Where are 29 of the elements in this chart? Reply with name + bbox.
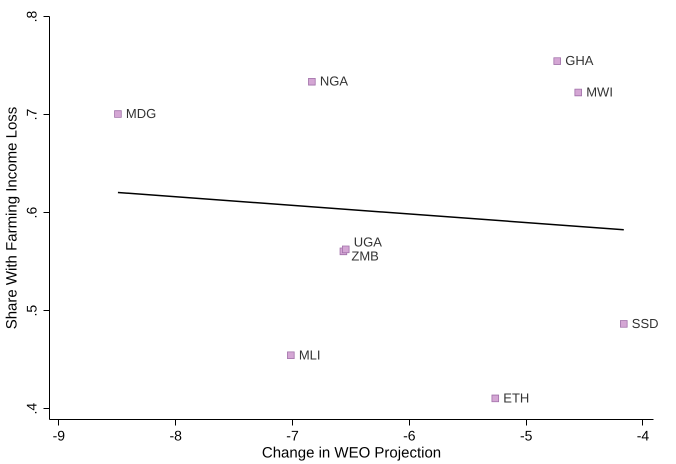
annotation: MLI: [298, 347, 321, 362]
point: [308, 78, 316, 86]
annotation: UGA: [354, 234, 382, 250]
point: [287, 352, 295, 360]
x-tick-label: -7: [286, 428, 299, 444]
x-tick-label: -6: [403, 428, 416, 444]
annotation: NGA: [320, 74, 348, 89]
point: [492, 394, 500, 402]
annotation: SSD: [632, 316, 659, 331]
point: [620, 320, 628, 328]
point: [114, 110, 122, 118]
y-tick-label: .6: [24, 206, 40, 218]
annotation: MDG: [126, 106, 156, 122]
annotation: MWI: [586, 84, 613, 100]
y-tick-label: .5: [24, 304, 40, 317]
y-tick-label: .4: [24, 402, 40, 415]
y-axis-title: Share With Farming Income Loss: [4, 106, 20, 330]
annotation: GHA: [565, 53, 594, 68]
annotation: ETH: [503, 390, 530, 406]
x-axis-title: Change in WEO Projection: [262, 444, 442, 462]
x-tick-label: -4: [636, 428, 650, 444]
x-tick-label: -8: [169, 428, 182, 444]
point: [574, 88, 582, 96]
annotation: ZMB: [351, 248, 379, 264]
x-tick-label: -9: [52, 428, 66, 444]
y-tick-label: .8: [24, 10, 40, 22]
point: [553, 57, 561, 65]
y-tick-label: .7: [24, 108, 40, 120]
x-tick-label: -5: [520, 428, 533, 444]
